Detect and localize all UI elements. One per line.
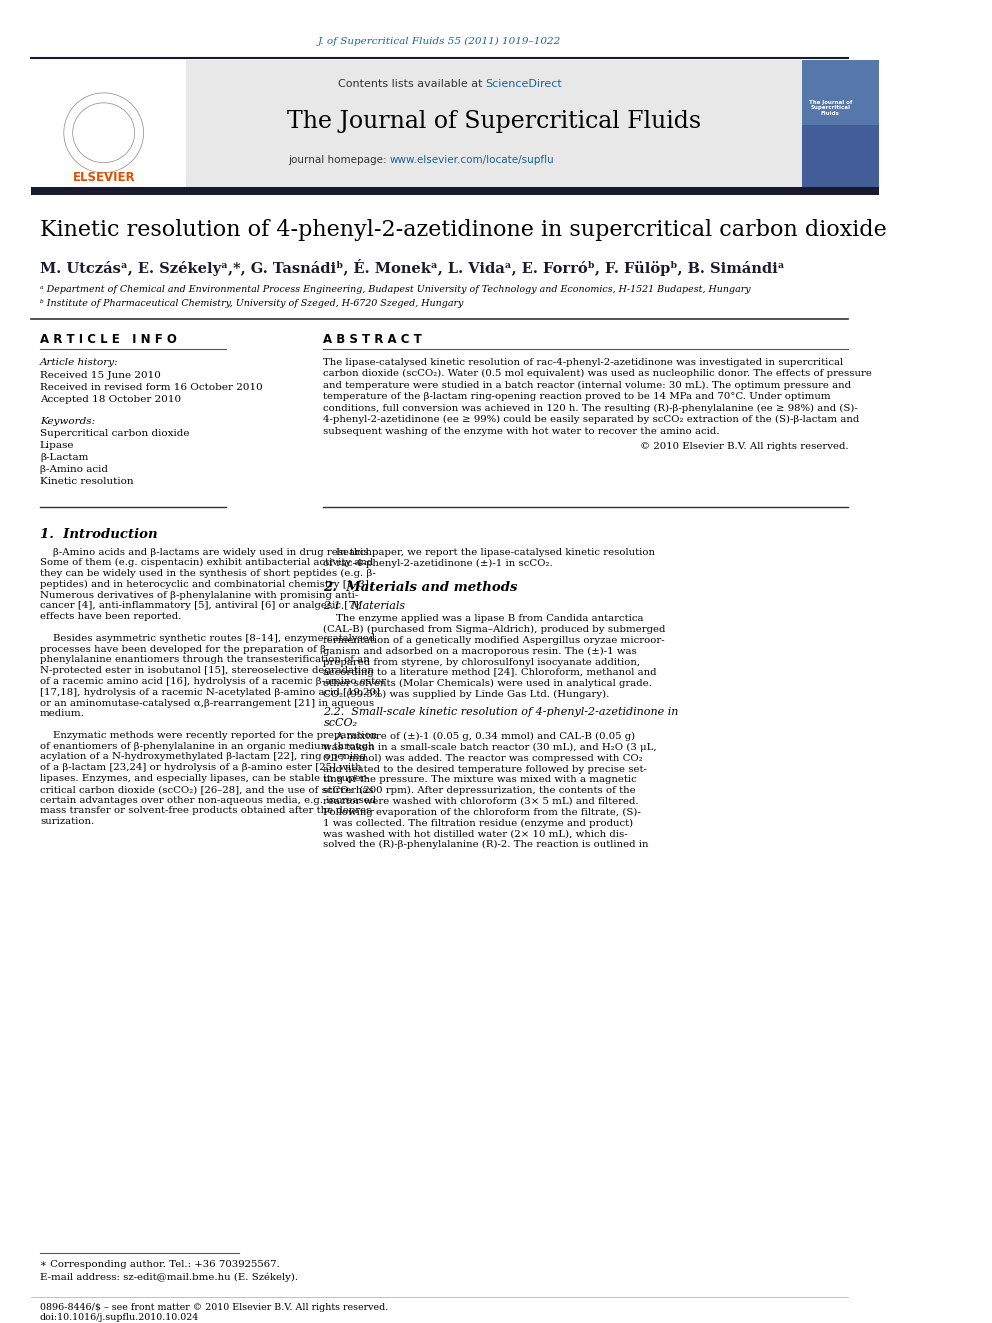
Text: they can be widely used in the synthesis of short peptides (e.g. β-: they can be widely used in the synthesis…: [40, 569, 376, 578]
Text: reactor were washed with chloroform (3× 5 mL) and filtered.: reactor were washed with chloroform (3× …: [323, 796, 639, 806]
Text: certain advantages over other non-aqueous media, e.g. increased: certain advantages over other non-aqueou…: [40, 795, 376, 804]
Text: β-Lactam: β-Lactam: [40, 452, 88, 462]
Text: A B S T R A C T: A B S T R A C T: [323, 333, 423, 345]
Text: In this paper, we report the lipase-catalysed kinetic resolution: In this paper, we report the lipase-cata…: [323, 548, 656, 557]
Text: Article history:: Article history:: [40, 359, 118, 366]
Text: lipases. Enzymes, and especially lipases, can be stable in super-: lipases. Enzymes, and especially lipases…: [40, 774, 369, 783]
Text: 1 was collected. The filtration residue (enzyme and product): 1 was collected. The filtration residue …: [323, 819, 634, 828]
Text: Supercritical carbon dioxide: Supercritical carbon dioxide: [40, 429, 189, 438]
Text: β-Amino acids and β-lactams are widely used in drug research.: β-Amino acids and β-lactams are widely u…: [40, 548, 375, 557]
Text: other solvents (Molar Chemicals) were used in analytical grade.: other solvents (Molar Chemicals) were us…: [323, 679, 653, 688]
Text: E-mail address: sz-edit@mail.bme.hu (E. Székely).: E-mail address: sz-edit@mail.bme.hu (E. …: [40, 1273, 298, 1282]
Text: scCO₂: scCO₂: [323, 718, 357, 728]
Text: ∗ Corresponding author. Tel.: +36 703925567.: ∗ Corresponding author. Tel.: +36 703925…: [40, 1261, 280, 1269]
Text: acylation of a N-hydroxymethylated β-lactam [22], ring opening: acylation of a N-hydroxymethylated β-lac…: [40, 753, 366, 762]
Text: The Journal of Supercritical Fluids: The Journal of Supercritical Fluids: [287, 110, 700, 134]
Text: Received 15 June 2010: Received 15 June 2010: [40, 370, 161, 380]
Bar: [803, 124, 879, 189]
Text: journal homepage:: journal homepage:: [288, 155, 390, 165]
Text: surization.: surization.: [40, 818, 94, 826]
Text: 0.17 mmol) was added. The reactor was compressed with CO₂: 0.17 mmol) was added. The reactor was co…: [323, 754, 643, 763]
Text: www.elsevier.com/locate/supflu: www.elsevier.com/locate/supflu: [390, 155, 555, 165]
Text: mass transfer or solvent-free products obtained after the depres-: mass transfer or solvent-free products o…: [40, 806, 375, 815]
Text: stirrer (200 rpm). After depressurization, the contents of the: stirrer (200 rpm). After depressurizatio…: [323, 786, 636, 795]
Text: ELSEVIER: ELSEVIER: [72, 171, 135, 184]
Text: was washed with hot distilled water (2× 10 mL), which dis-: was washed with hot distilled water (2× …: [323, 830, 628, 839]
Text: solved the (R)-β-phenylalanine (R)-2. The reaction is outlined in: solved the (R)-β-phenylalanine (R)-2. Th…: [323, 840, 649, 849]
Text: CO₂ (99.5%) was supplied by Linde Gas Ltd. (Hungary).: CO₂ (99.5%) was supplied by Linde Gas Lt…: [323, 689, 610, 699]
Text: J. of Supercritical Fluids 55 (2011) 1019–1022: J. of Supercritical Fluids 55 (2011) 101…: [318, 37, 561, 46]
Text: Numerous derivatives of β-phenylalanine with promising anti-: Numerous derivatives of β-phenylalanine …: [40, 590, 358, 599]
Text: 2.1.  Materials: 2.1. Materials: [323, 601, 406, 611]
Bar: [31, 187, 879, 194]
Text: peptides) and in heterocyclic and combinatorial chemistry [1–3].: peptides) and in heterocyclic and combin…: [40, 579, 372, 589]
Text: Besides asymmetric synthetic routes [8–14], enzyme-catalysed: Besides asymmetric synthetic routes [8–1…: [40, 634, 375, 643]
Text: of a β-lactam [23,24] or hydrolysis of a β-amino ester [25] with: of a β-lactam [23,24] or hydrolysis of a…: [40, 763, 361, 773]
Text: of enantiomers of β-phenylalanine in an organic medium through: of enantiomers of β-phenylalanine in an …: [40, 742, 374, 750]
Bar: [186, 60, 803, 189]
Bar: [31, 60, 182, 189]
Text: doi:10.1016/j.supflu.2010.10.024: doi:10.1016/j.supflu.2010.10.024: [40, 1314, 199, 1322]
Text: of a racemic amino acid [16], hydrolysis of a racemic β-amino ester: of a racemic amino acid [16], hydrolysis…: [40, 677, 386, 685]
Text: A mixture of (±)-1 (0.05 g, 0.34 mmol) and CAL-B (0.05 g): A mixture of (±)-1 (0.05 g, 0.34 mmol) a…: [323, 732, 636, 741]
Text: The enzyme applied was a lipase B from Candida antarctica: The enzyme applied was a lipase B from C…: [323, 614, 644, 623]
Text: temperature of the β-lactam ring-opening reaction proved to be 14 MPa and 70°C. : temperature of the β-lactam ring-opening…: [323, 393, 831, 401]
Text: carbon dioxide (scCO₂). Water (0.5 mol equivalent) was used as nucleophilic dono: carbon dioxide (scCO₂). Water (0.5 mol e…: [323, 369, 872, 378]
Text: fermentation of a genetically modified Aspergillus oryzae microor-: fermentation of a genetically modified A…: [323, 636, 665, 646]
Text: The lipase-catalysed kinetic resolution of rac-4-phenyl-2-azetidinone was invest: The lipase-catalysed kinetic resolution …: [323, 359, 843, 366]
Text: β-Amino acid: β-Amino acid: [40, 464, 108, 474]
Text: Received in revised form 16 October 2010: Received in revised form 16 October 2010: [40, 382, 263, 392]
Text: The Journal of
Supercritical
Fluids: The Journal of Supercritical Fluids: [808, 99, 852, 116]
Text: Lipase: Lipase: [40, 441, 74, 450]
Text: according to a literature method [24]. Chloroform, methanol and: according to a literature method [24]. C…: [323, 668, 657, 677]
Text: (CAL-B) (purchased from Sigma–Aldrich), produced by submerged: (CAL-B) (purchased from Sigma–Aldrich), …: [323, 626, 666, 634]
Text: of rac-4-phenyl-2-azetidinone (±)-1 in scCO₂.: of rac-4-phenyl-2-azetidinone (±)-1 in s…: [323, 558, 554, 568]
Text: 4-phenyl-2-azetidinone (ee ≥ 99%) could be easily separated by scCO₂ extraction : 4-phenyl-2-azetidinone (ee ≥ 99%) could …: [323, 415, 860, 425]
Text: conditions, full conversion was achieved in 120 h. The resulting (R)-β-phenylala: conditions, full conversion was achieved…: [323, 404, 858, 413]
Text: Some of them (e.g. cispentacin) exhibit antibacterial activity and: Some of them (e.g. cispentacin) exhibit …: [40, 558, 373, 568]
Bar: [803, 60, 879, 189]
Text: 1.  Introduction: 1. Introduction: [40, 528, 158, 541]
Text: 0896-8446/$ – see front matter © 2010 Elsevier B.V. All rights reserved.: 0896-8446/$ – see front matter © 2010 El…: [40, 1303, 388, 1312]
Text: Kinetic resolution of 4-phenyl-2-azetidinone in supercritical carbon dioxide: Kinetic resolution of 4-phenyl-2-azetidi…: [40, 218, 887, 241]
Text: 2.  Materials and methods: 2. Materials and methods: [323, 581, 518, 594]
Text: medium.: medium.: [40, 709, 84, 718]
Text: cancer [4], anti-inflammatory [5], antiviral [6] or analgesic [7]: cancer [4], anti-inflammatory [5], antiv…: [40, 602, 359, 610]
Text: © 2010 Elsevier B.V. All rights reserved.: © 2010 Elsevier B.V. All rights reserved…: [640, 442, 848, 451]
Text: subsequent washing of the enzyme with hot water to recover the amino acid.: subsequent washing of the enzyme with ho…: [323, 427, 720, 435]
Text: Kinetic resolution: Kinetic resolution: [40, 476, 134, 486]
Text: and heated to the desired temperature followed by precise set-: and heated to the desired temperature fo…: [323, 765, 648, 774]
Text: ᵃ Department of Chemical and Environmental Process Engineering, Budapest Univers: ᵃ Department of Chemical and Environment…: [40, 284, 751, 294]
Text: effects have been reported.: effects have been reported.: [40, 613, 182, 622]
Text: Accepted 18 October 2010: Accepted 18 October 2010: [40, 394, 181, 404]
Text: [17,18], hydrolysis of a racemic N-acetylated β-amino acid [19,20]: [17,18], hydrolysis of a racemic N-acety…: [40, 688, 380, 697]
Text: and temperature were studied in a batch reactor (internal volume: 30 mL). The op: and temperature were studied in a batch …: [323, 381, 851, 390]
Text: or an aminomutase-catalysed α,β-rearrangement [21] in aqueous: or an aminomutase-catalysed α,β-rearrang…: [40, 699, 374, 708]
Text: Following evaporation of the chloroform from the filtrate, (S)-: Following evaporation of the chloroform …: [323, 807, 641, 816]
Text: Contents lists available at: Contents lists available at: [337, 79, 486, 89]
Text: ting of the pressure. The mixture was mixed with a magnetic: ting of the pressure. The mixture was mi…: [323, 775, 637, 785]
Text: A R T I C L E   I N F O: A R T I C L E I N F O: [40, 333, 177, 345]
Text: M. Utczásᵃ, E. Székelyᵃ,*, G. Tasnádiᵇ, É. Monekᵃ, L. Vidaᵃ, E. Forróᵇ, F. Fülöp: M. Utczásᵃ, E. Székelyᵃ,*, G. Tasnádiᵇ, …: [40, 259, 785, 277]
Text: 2.2.  Small-scale kinetic resolution of 4-phenyl-2-azetidinone in: 2.2. Small-scale kinetic resolution of 4…: [323, 706, 679, 717]
Text: processes have been developed for the preparation of β-: processes have been developed for the pr…: [40, 644, 329, 654]
Text: ᵇ Institute of Pharmaceutical Chemistry, University of Szeged, H-6720 Szeged, Hu: ᵇ Institute of Pharmaceutical Chemistry,…: [40, 299, 463, 308]
Text: N-protected ester in isobutanol [15], stereoselective degradation: N-protected ester in isobutanol [15], st…: [40, 667, 374, 675]
Text: Keywords:: Keywords:: [40, 417, 95, 426]
Text: was taken in a small-scale batch reactor (30 mL), and H₂O (3 μL,: was taken in a small-scale batch reactor…: [323, 744, 657, 751]
Text: prepared from styrene, by chlorosulfonyl isocyanate addition,: prepared from styrene, by chlorosulfonyl…: [323, 658, 641, 667]
Text: critical carbon dioxide (scCO₂) [26–28], and the use of scCO₂ has: critical carbon dioxide (scCO₂) [26–28],…: [40, 785, 374, 794]
Text: Enzymatic methods were recently reported for the preparation: Enzymatic methods were recently reported…: [40, 730, 377, 740]
Text: ScienceDirect: ScienceDirect: [486, 79, 562, 89]
Text: ganism and adsorbed on a macroporous resin. The (±)-1 was: ganism and adsorbed on a macroporous res…: [323, 647, 637, 656]
Text: phenylalanine enantiomers through the transesterification of an: phenylalanine enantiomers through the tr…: [40, 655, 370, 664]
